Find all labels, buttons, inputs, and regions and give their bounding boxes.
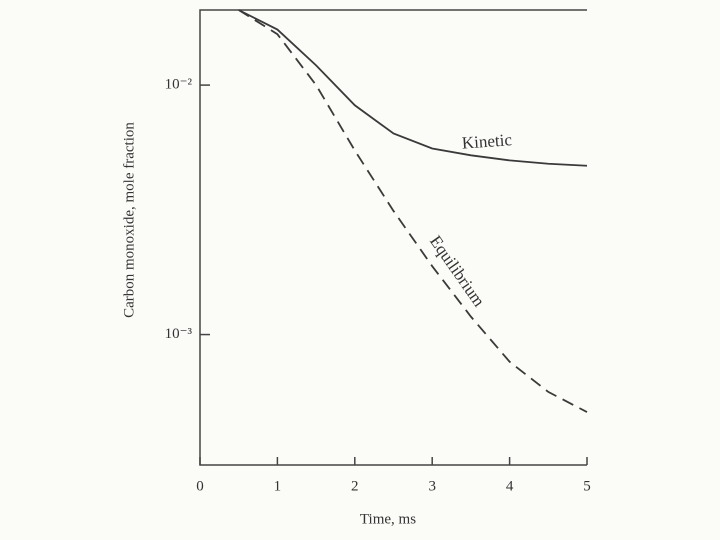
series-label: Kinetic [461, 130, 513, 152]
axis-frame [199, 9, 587, 466]
line-0 [238, 9, 588, 167]
x-tick-label: 0 [196, 478, 204, 494]
x-tick-label: 5 [583, 478, 591, 494]
y-tick-label: 10⁻³ [165, 326, 193, 342]
x-tick-label: 4 [506, 478, 514, 494]
x-tick-label: 2 [351, 478, 359, 494]
x-tick-label: 3 [428, 478, 436, 494]
line-1 [238, 9, 588, 413]
y-tick-label: 10⁻² [165, 77, 193, 93]
x-tick-label: 1 [274, 478, 282, 494]
x-axis-label: Time, ms [360, 511, 416, 527]
y-axis-label: Carbon monoxide, mole fraction [121, 122, 137, 318]
